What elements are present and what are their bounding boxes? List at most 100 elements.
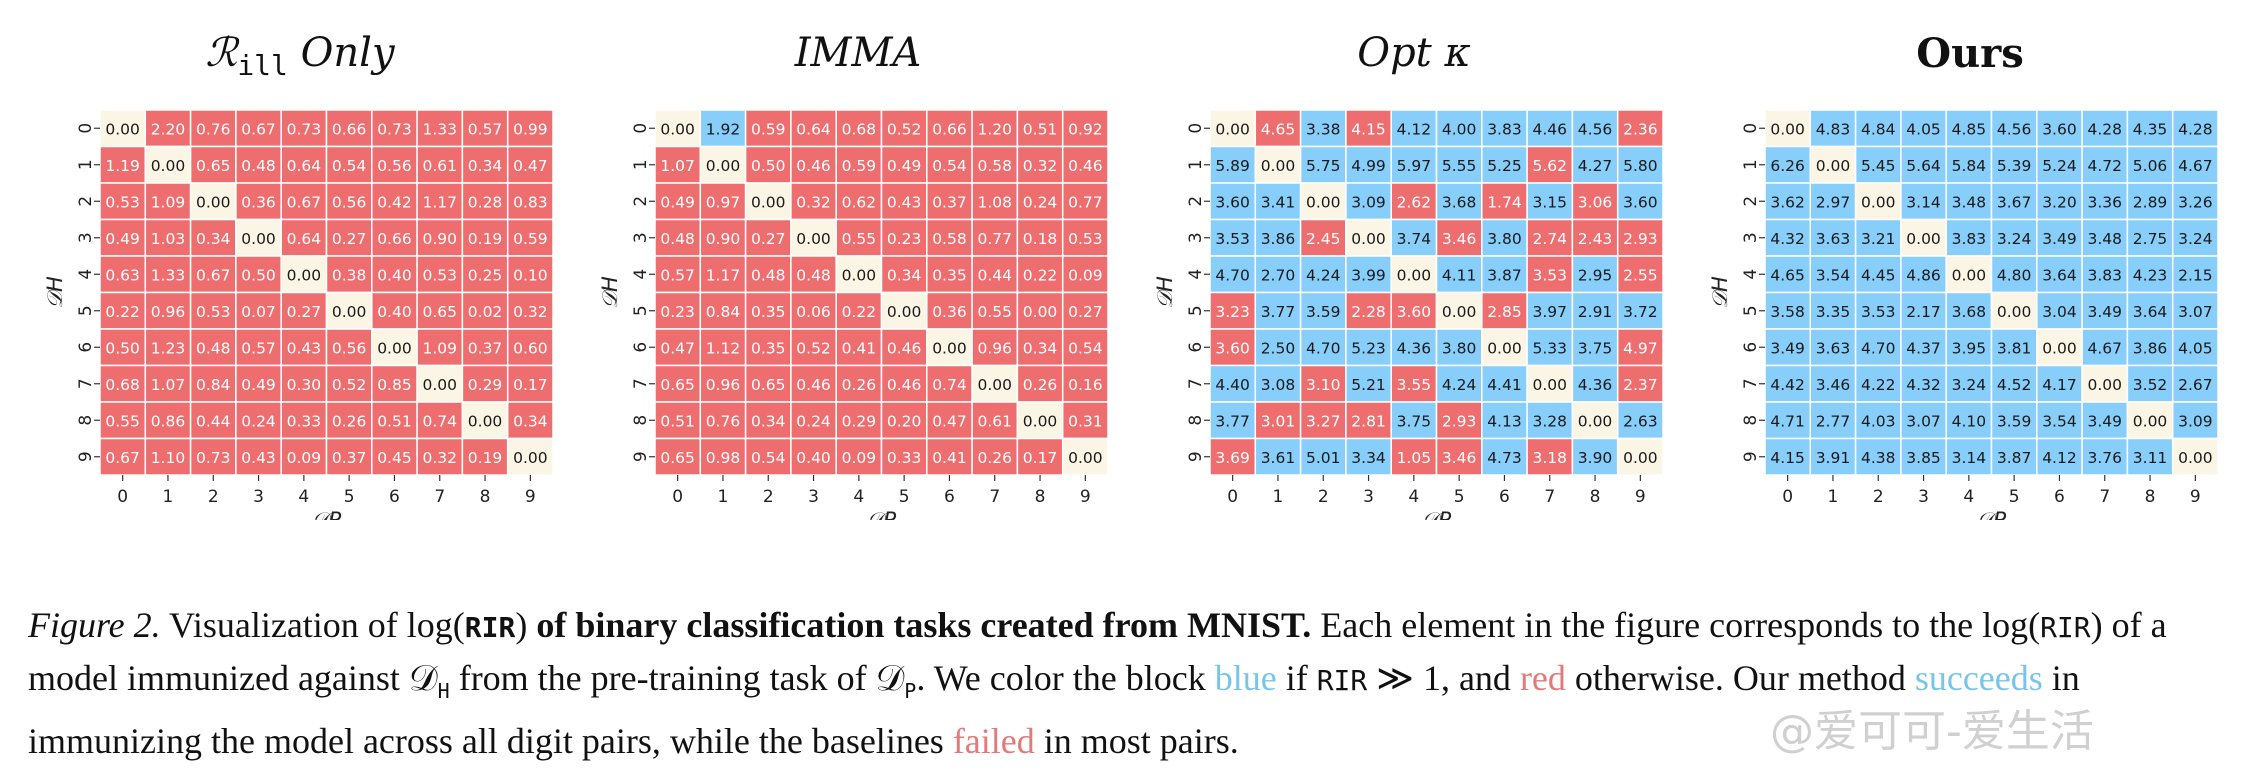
x-tick-label: 4 xyxy=(1408,487,1419,507)
cell-value-label: 3.20 xyxy=(2042,193,2077,211)
cell-value-label: 3.38 xyxy=(1306,120,1341,138)
cell-value-label: 3.26 xyxy=(2178,193,2213,211)
cell-value-label: 0.00 xyxy=(377,339,412,357)
cell-value-label: 5.64 xyxy=(1906,157,1941,175)
cell-value-label: 0.33 xyxy=(287,412,322,430)
cell-value-label: 2.75 xyxy=(2133,230,2168,248)
cell-value-label: 2.15 xyxy=(2178,266,2213,284)
cell-value-label: 1.09 xyxy=(151,193,186,211)
heatmap-panel-1: 0.00 1.92 0.59 0.64 0.68 0.52 0.66 1.20 0.51 0.92… xyxy=(598,109,1109,520)
heatmap-cell xyxy=(99,291,147,330)
cell-value-label: 0.56 xyxy=(332,339,367,357)
heatmap-cell xyxy=(1900,218,1947,257)
cell-value-label: 0.92 xyxy=(1068,120,1103,138)
cell-value-label: 2.74 xyxy=(1532,230,1567,248)
heatmap-cell xyxy=(1900,109,1947,148)
caption-text: ) of a model immunized against 𝒟 xyxy=(28,605,2167,698)
cell-value-label: 3.24 xyxy=(2178,230,2213,248)
heatmap-cell xyxy=(1809,401,1857,440)
cell-value-label: 4.52 xyxy=(1997,376,2032,394)
cell-value-label: 4.32 xyxy=(1906,376,1941,394)
cell-value-label: 0.00 xyxy=(468,412,503,430)
y-tick-label: 0 xyxy=(1741,123,1761,134)
cell-value-label: 4.03 xyxy=(1861,412,1896,430)
cell-value-label: 0.29 xyxy=(468,376,503,394)
heatmap-cell xyxy=(1990,218,2038,257)
heatmap-cell xyxy=(1209,145,1257,184)
cell-value-label: 4.24 xyxy=(1306,266,1341,284)
heatmap-cell xyxy=(1016,328,1064,367)
cell-value-label: 0.00 xyxy=(887,303,922,321)
cell-value-label: 0.73 xyxy=(287,120,322,138)
cell-value-label: 1.17 xyxy=(422,193,457,211)
cell-value-label: 1.33 xyxy=(151,266,186,284)
panel-title-opt-kappa: Opt κ xyxy=(1357,30,1471,76)
cell-value-label: 2.36 xyxy=(1623,120,1658,138)
heatmap-cell xyxy=(416,218,464,257)
heatmap-cell xyxy=(971,182,1019,221)
cell-value-label: 1.23 xyxy=(151,339,186,357)
y-axis-label: 𝒟H xyxy=(1153,276,1177,309)
heatmap-cell xyxy=(880,218,928,257)
cell-value-label: 0.00 xyxy=(1261,157,1296,175)
x-tick-label: 8 xyxy=(1035,487,1046,507)
cell-value-label: 2.81 xyxy=(1351,412,1386,430)
cell-value-label: 3.83 xyxy=(1487,120,1522,138)
cell-value-label: 6.26 xyxy=(1770,157,1805,175)
heatmap-cell xyxy=(1435,255,1483,294)
cell-value-label: 0.33 xyxy=(887,449,922,467)
cell-value-label: 5.89 xyxy=(1215,157,1250,175)
cell-value-label: 4.28 xyxy=(2087,120,2122,138)
cell-value-label: 0.24 xyxy=(796,412,831,430)
cell-value-label: 0.06 xyxy=(796,303,831,321)
x-tick-label: 4 xyxy=(298,487,309,507)
cell-value-label: 4.72 xyxy=(2087,157,2122,175)
cell-value-label: 4.65 xyxy=(1261,120,1296,138)
heatmap-cell xyxy=(1435,218,1483,257)
cell-value-label: 0.00 xyxy=(1215,120,1250,138)
cell-value-label: 0.22 xyxy=(842,303,877,321)
x-tick-label: 6 xyxy=(944,487,955,507)
cell-value-label: 2.45 xyxy=(1306,230,1341,248)
cell-value-label: 0.77 xyxy=(977,230,1012,248)
heatmap-cell xyxy=(1061,437,1109,476)
cell-value-label: 0.68 xyxy=(105,376,140,394)
heatmap-cell xyxy=(371,145,418,184)
cell-value-label: 4.46 xyxy=(1532,120,1567,138)
caption-text: from the pre-training task of 𝒟 xyxy=(449,658,905,698)
heatmap-cell xyxy=(1390,145,1438,184)
cell-value-label: 3.23 xyxy=(1215,303,1250,321)
cell-value-label: 5.55 xyxy=(1442,157,1477,175)
cell-value-label: 0.00 xyxy=(1397,266,1432,284)
cell-value-label: 3.86 xyxy=(1261,230,1296,248)
heatmap-cell xyxy=(926,291,973,330)
cell-value-label: 0.48 xyxy=(241,157,276,175)
cell-value-label: 0.23 xyxy=(660,303,695,321)
heatmap-cell xyxy=(1435,328,1483,367)
cell-value-label: 0.59 xyxy=(751,120,786,138)
cell-value-label: 0.96 xyxy=(151,303,186,321)
cell-value-label: 3.06 xyxy=(1578,193,1613,211)
cell-value-label: 2.93 xyxy=(1623,230,1658,248)
heatmap-cell xyxy=(1571,255,1619,294)
cell-value-label: 3.49 xyxy=(2087,303,2122,321)
heatmap-cell xyxy=(926,218,973,257)
x-tick-label: 1 xyxy=(163,487,174,507)
cell-value-label: 2.20 xyxy=(151,120,186,138)
caption-sub-p: P xyxy=(904,679,917,704)
cell-value-label: 2.63 xyxy=(1623,412,1658,430)
cell-value-label: 0.86 xyxy=(151,412,186,430)
cell-value-label: 3.86 xyxy=(2133,339,2168,357)
cell-value-label: 1.08 xyxy=(977,193,1012,211)
cell-value-label: 3.01 xyxy=(1261,412,1296,430)
heatmap-cell xyxy=(2036,182,2083,221)
y-tick-label: 8 xyxy=(76,415,96,426)
cell-value-label: 1.09 xyxy=(422,339,457,357)
cell-value-label: 0.35 xyxy=(932,266,967,284)
cell-value-label: 4.36 xyxy=(1397,339,1432,357)
heatmap-cell xyxy=(1061,109,1109,148)
caption-text: . We color the block xyxy=(916,658,1215,698)
cell-value-label: 5.06 xyxy=(2133,157,2168,175)
cell-value-label: 0.34 xyxy=(751,412,786,430)
x-tick-label: 2 xyxy=(1873,487,1884,507)
